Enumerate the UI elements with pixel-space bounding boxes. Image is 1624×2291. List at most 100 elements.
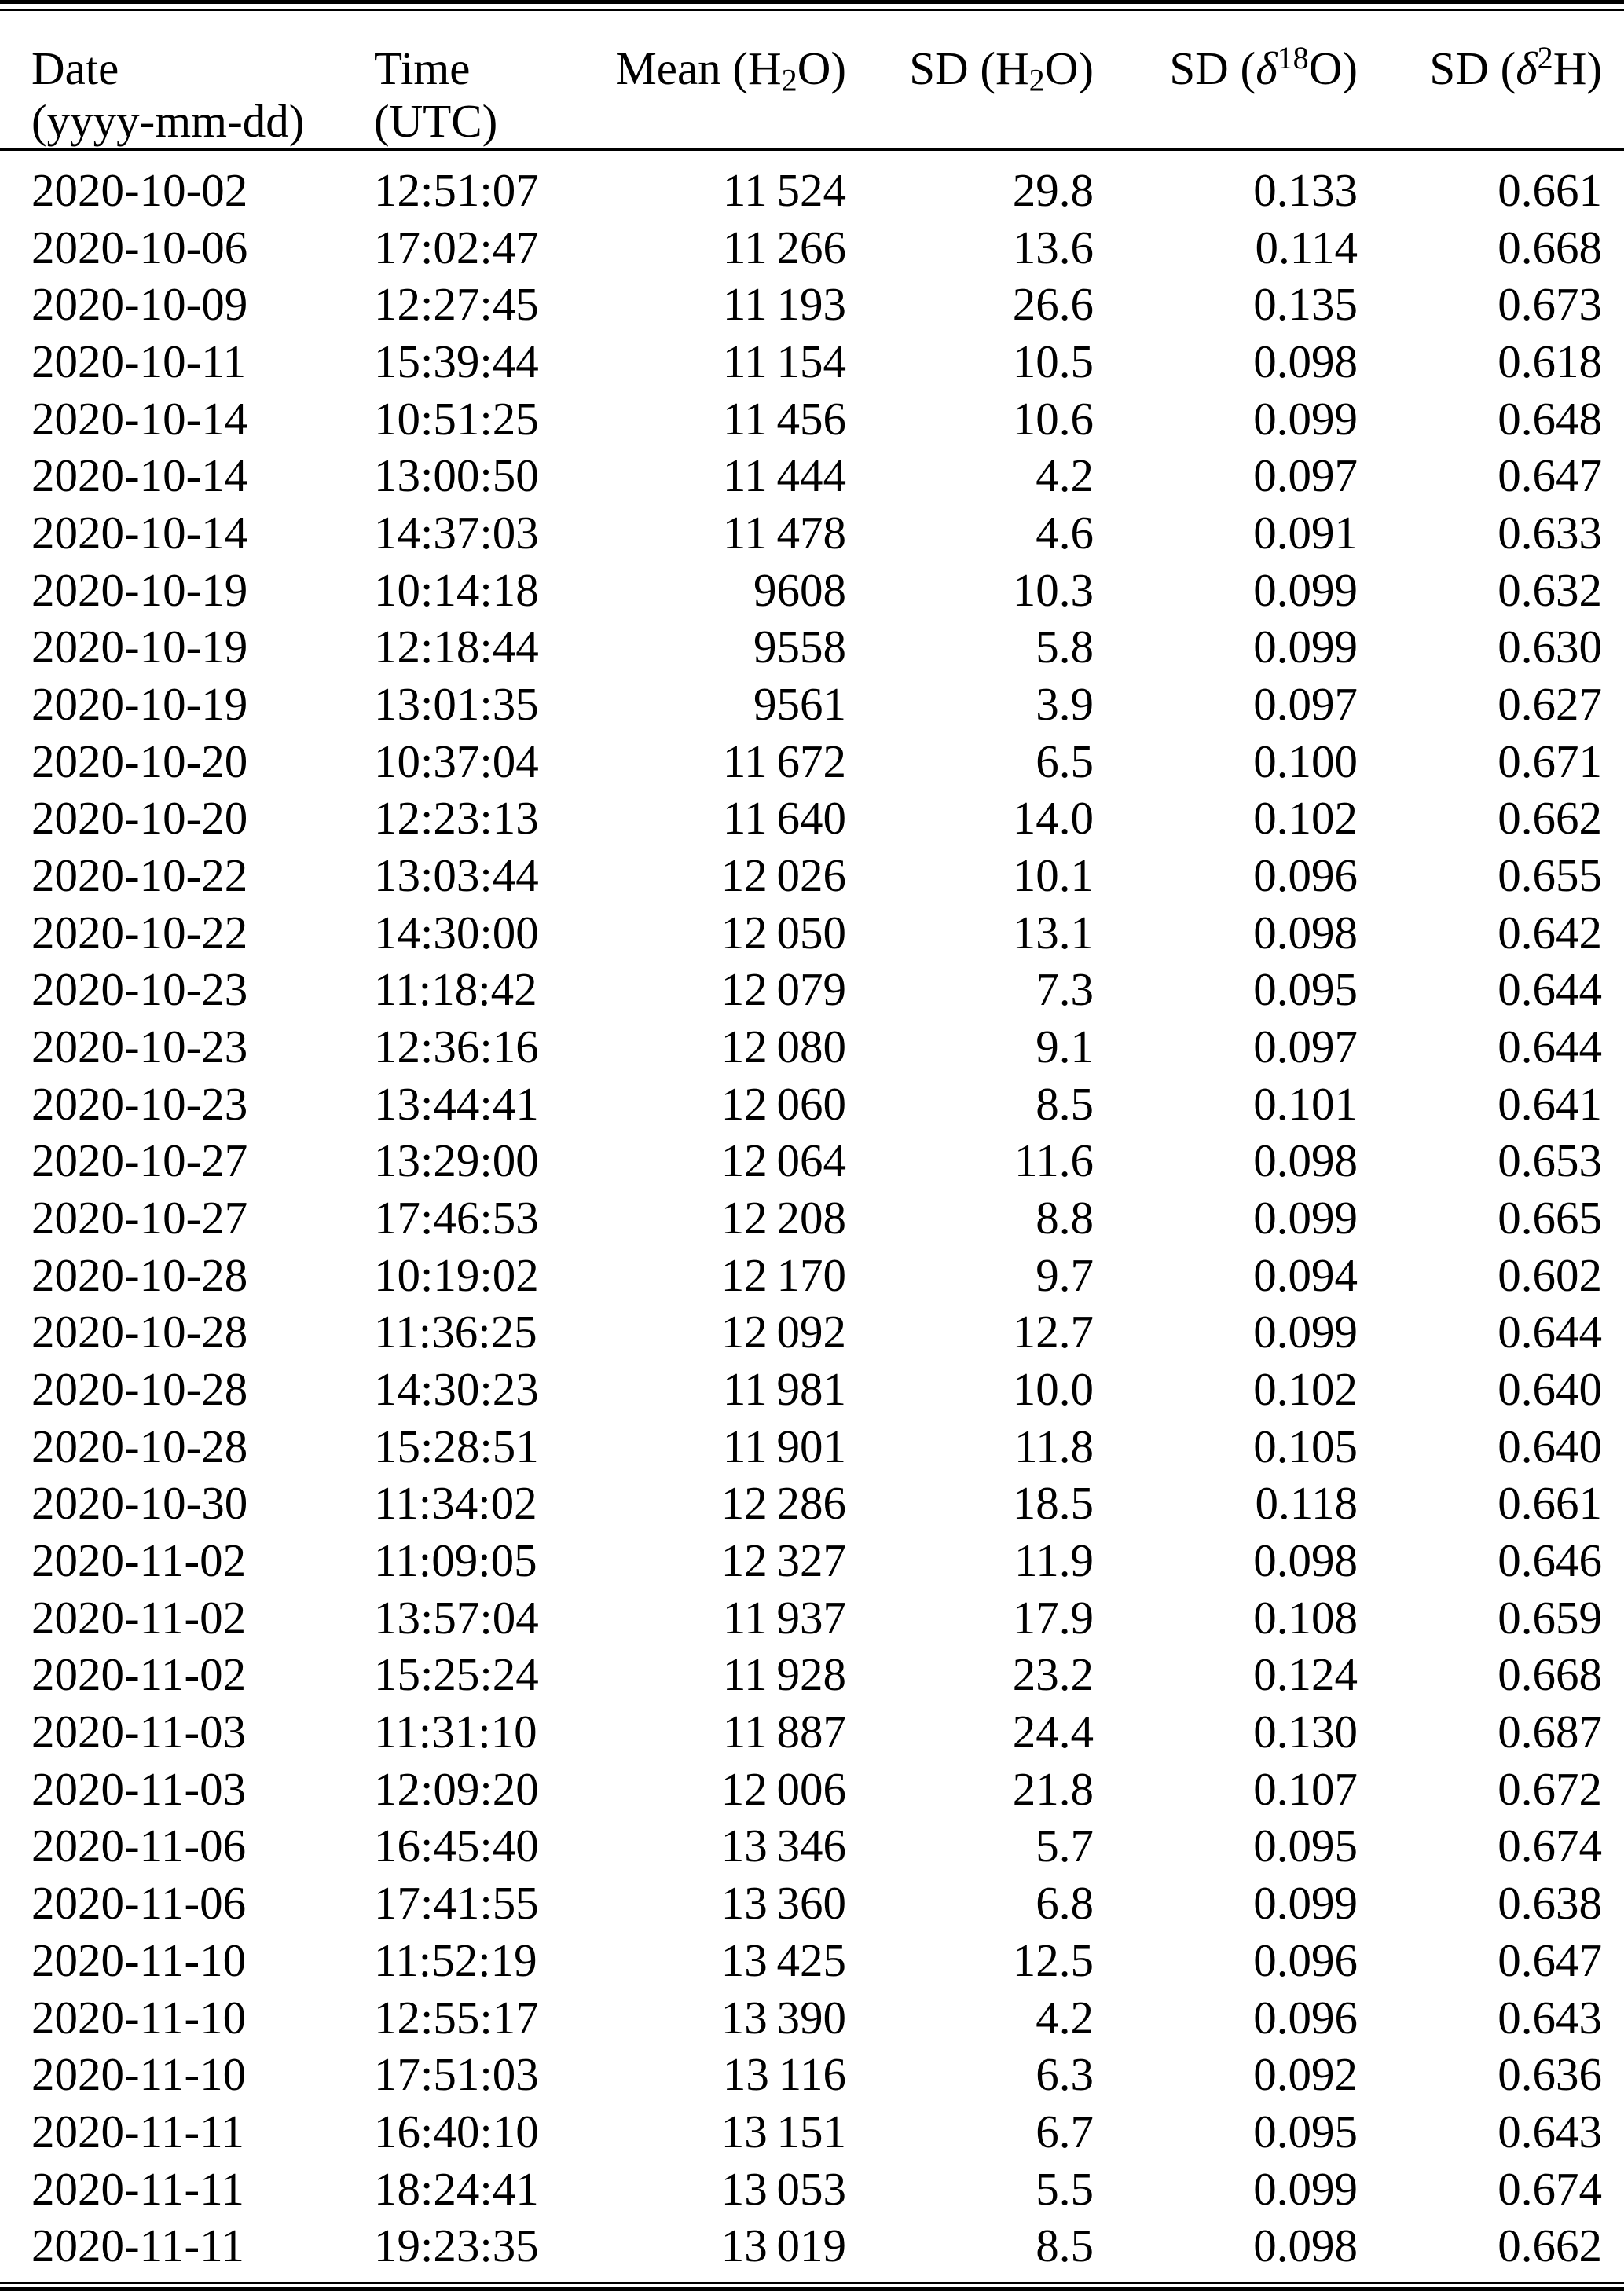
cell-time: 11:34:02 — [374, 1477, 537, 1530]
header-cell-time: Time (UTC) — [374, 42, 610, 148]
cell-sd_h2o: 24.4 — [1012, 1706, 1094, 1758]
cell-sd_d2h: 0.687 — [1498, 1706, 1602, 1758]
cell-date: 2020-10-19 — [31, 678, 248, 731]
cell-mean_h2o: 13 116 — [722, 2048, 846, 2101]
cell-sd_d18o: 0.098 — [1253, 906, 1358, 959]
cell-date: 2020-10-27 — [31, 1135, 248, 1187]
cell-mean_h2o: 11 672 — [722, 735, 846, 787]
cell-date: 2020-11-06 — [31, 1877, 247, 1930]
cell-sd_h2o: 26.6 — [1012, 278, 1094, 331]
cell-time: 15:25:24 — [374, 1648, 539, 1701]
header-line1-sd_h2o: SD (H2O) — [846, 42, 1094, 96]
cell-sd_d2h: 0.602 — [1498, 1248, 1602, 1301]
bottom-rule-thick — [0, 2287, 1624, 2291]
cell-date: 2020-10-14 — [31, 392, 248, 445]
cell-sd_d18o: 0.118 — [1255, 1477, 1358, 1530]
cell-time: 19:23:35 — [374, 2220, 539, 2272]
cell-time: 12:18:44 — [374, 621, 539, 673]
label-text: Mean (H — [615, 42, 782, 94]
cell-time: 13:01:35 — [374, 678, 539, 731]
cell-sd_d2h: 0.648 — [1498, 392, 1602, 445]
cell-sd_h2o: 4.6 — [1036, 507, 1094, 559]
cell-time: 12:23:13 — [374, 792, 539, 845]
cell-mean_h2o: 11 887 — [722, 1706, 846, 1758]
cell-sd_d2h: 0.643 — [1498, 1991, 1602, 2044]
cell-sd_d2h: 0.643 — [1498, 2105, 1602, 2157]
cell-mean_h2o: 12 327 — [720, 1534, 846, 1587]
header-line1-mean_h2o: Mean (H2O) — [610, 42, 846, 96]
cell-mean_h2o: 13 360 — [720, 1877, 846, 1930]
cell-sd_d2h: 0.674 — [1498, 1820, 1602, 1872]
cell-time: 12:09:20 — [374, 1762, 539, 1815]
cell-sd_d18o: 0.097 — [1253, 1021, 1358, 1073]
cell-mean_h2o: 11 928 — [722, 1648, 846, 1701]
cell-mean_h2o: 11 456 — [722, 392, 846, 445]
label-text: Date — [31, 42, 119, 94]
table-header: Date (yyyy-mm-dd) Time (UTC) Mean (H2O) SD (H… — [31, 42, 1602, 148]
cell-sd_d18o: 0.095 — [1253, 2105, 1358, 2157]
cell-mean_h2o: 11 640 — [722, 792, 846, 845]
label-text: (UTC) — [374, 95, 498, 147]
cell-time: 17:02:47 — [374, 221, 539, 273]
cell-date: 2020-11-11 — [31, 2162, 244, 2215]
cell-time: 11:09:05 — [374, 1534, 537, 1587]
cell-sd_d2h: 0.640 — [1498, 1363, 1602, 1416]
cell-sd_d18o: 0.135 — [1253, 278, 1358, 331]
bottom-rule-thin — [0, 2282, 1624, 2284]
cell-sd_d2h: 0.640 — [1498, 1420, 1602, 1472]
cell-sd_h2o: 29.8 — [1012, 164, 1094, 216]
cell-date: 2020-10-09 — [31, 278, 248, 331]
cell-mean_h2o: 11 981 — [722, 1363, 846, 1416]
header-separator-rule — [0, 148, 1624, 151]
cell-time: 16:40:10 — [374, 2105, 539, 2157]
cell-mean_h2o: 12 080 — [720, 1021, 846, 1073]
cell-mean_h2o: 11 193 — [722, 278, 846, 331]
cell-sd_d2h: 0.647 — [1498, 449, 1602, 502]
cell-sd_d18o: 0.094 — [1253, 1248, 1358, 1301]
cell-sd_h2o: 3.9 — [1036, 678, 1094, 731]
cell-mean_h2o: 12 006 — [720, 1762, 846, 1815]
cell-sd_h2o: 23.2 — [1012, 1648, 1094, 1701]
cell-sd_d2h: 0.630 — [1498, 621, 1602, 673]
header-line1-time: Time — [374, 42, 610, 95]
cell-time: 14:30:23 — [374, 1363, 539, 1416]
cell-date: 2020-10-14 — [31, 507, 248, 559]
cell-sd_h2o: 5.7 — [1036, 1820, 1094, 1872]
cell-sd_d18o: 0.096 — [1253, 849, 1358, 902]
cell-sd_d18o: 0.096 — [1253, 1934, 1358, 1986]
header-line1-date: Date — [31, 42, 374, 95]
cell-sd_d2h: 0.644 — [1498, 1021, 1602, 1073]
label-text: SD ( — [1429, 42, 1516, 94]
cell-sd_d18o: 0.102 — [1253, 792, 1358, 845]
cell-time: 16:45:40 — [374, 1820, 539, 1872]
cell-sd_d2h: 0.668 — [1498, 221, 1602, 273]
cell-mean_h2o: 9608 — [753, 563, 846, 616]
cell-sd_d2h: 0.653 — [1498, 1135, 1602, 1187]
cell-sd_d2h: 0.673 — [1498, 278, 1602, 331]
cell-time: 11:52:19 — [374, 1934, 537, 1986]
cell-sd_d18o: 0.114 — [1255, 221, 1358, 273]
cell-sd_d2h: 0.644 — [1498, 1306, 1602, 1358]
cell-time: 13:57:04 — [374, 1591, 539, 1644]
cell-date: 2020-10-22 — [31, 906, 248, 959]
cell-sd_d18o: 0.096 — [1253, 1991, 1358, 2044]
cell-mean_h2o: 13 019 — [720, 2220, 846, 2272]
cell-sd_h2o: 13.6 — [1012, 221, 1094, 273]
header-cell-sd_d2h: SD (δ2H) — [1358, 42, 1602, 148]
cell-time: 14:37:03 — [374, 507, 539, 559]
cell-sd_h2o: 12.7 — [1012, 1306, 1094, 1358]
cell-date: 2020-10-27 — [31, 1192, 248, 1244]
superscript-text: 2 — [1537, 39, 1553, 75]
cell-sd_d18o: 0.124 — [1253, 1648, 1358, 1701]
cell-sd_d18o: 0.130 — [1253, 1706, 1358, 1758]
cell-sd_d2h: 0.662 — [1498, 792, 1602, 845]
cell-date: 2020-10-28 — [31, 1248, 248, 1301]
header-cell-sd_d18o: SD (δ18O) — [1094, 42, 1358, 148]
cell-sd_h2o: 10.3 — [1012, 563, 1094, 616]
cell-sd_d18o: 0.133 — [1253, 164, 1358, 216]
cell-mean_h2o: 12 060 — [720, 1077, 846, 1130]
cell-sd_h2o: 10.6 — [1012, 392, 1094, 445]
cell-sd_d2h: 0.672 — [1498, 1762, 1602, 1815]
cell-time: 17:46:53 — [374, 1192, 539, 1244]
